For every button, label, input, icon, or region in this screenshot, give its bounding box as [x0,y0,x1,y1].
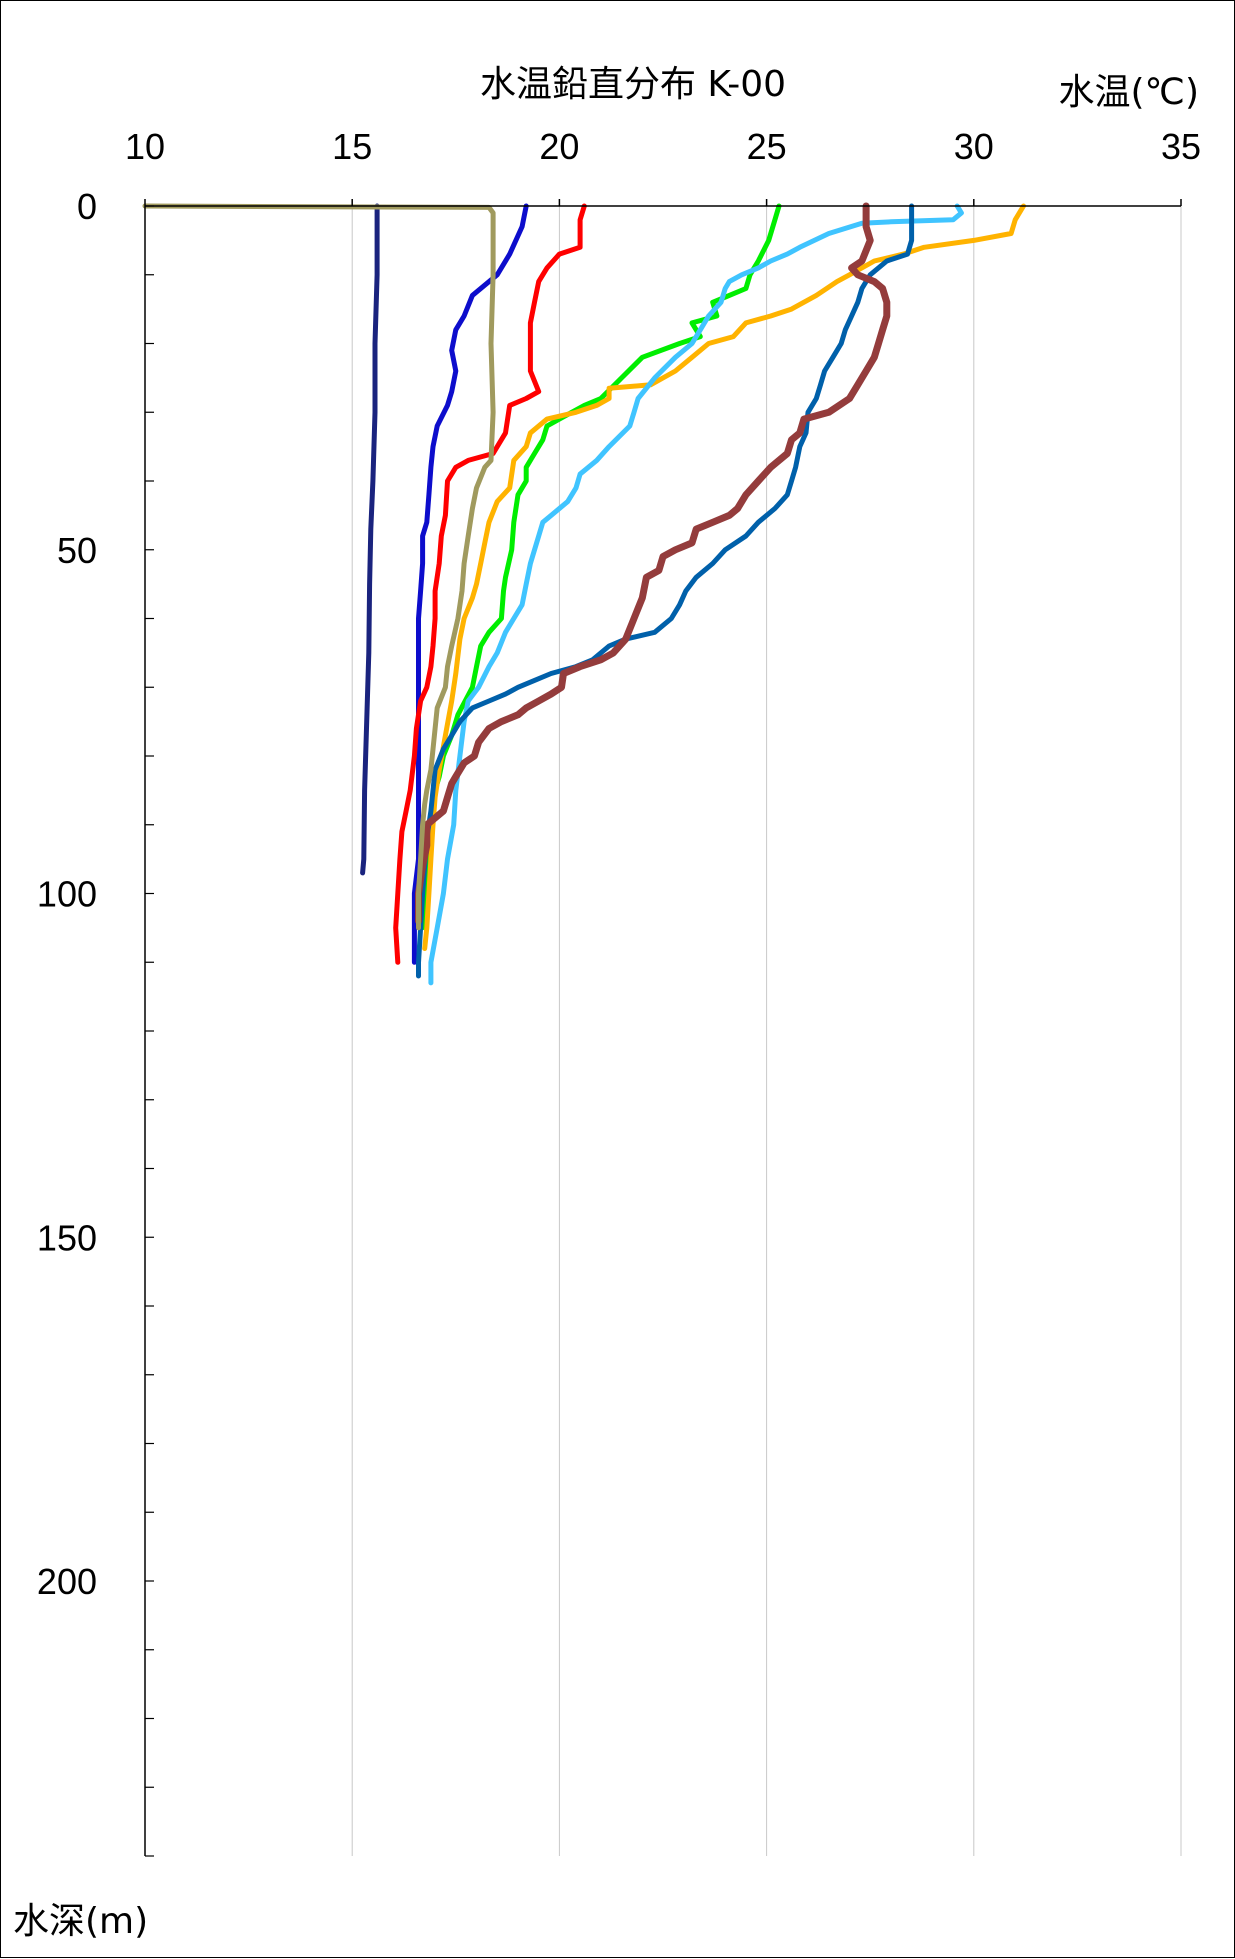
x-tick-label: 30 [954,126,994,167]
x-tick-label: 15 [332,126,372,167]
x-tick-label: 10 [125,126,165,167]
grid-lines [351,206,1182,1856]
series-line-1 [360,203,380,876]
tick-labels: 10 15 20 25 30 35 0 50 100 150 200 [37,126,1201,1602]
y-tick-label: 200 [37,1561,97,1602]
series-lines [142,202,1026,986]
x-tick-label: 25 [747,126,787,167]
x-axis-label: 水温(℃) [1058,72,1199,113]
series-line-5 [422,203,1026,951]
y-tick-label: 100 [37,874,97,915]
x-tick-label: 35 [1161,126,1201,167]
y-tick-label: 0 [77,186,97,227]
series-line-6 [428,203,964,986]
series-line-9 [142,203,496,931]
series-line-3 [393,203,587,965]
chart-title: 水温鉛直分布 K-00 [480,64,786,105]
y-axis-label: 水深(m) [13,1901,148,1942]
axes [144,199,1182,1857]
series-line-8 [415,202,891,925]
x-tick-label: 20 [539,126,579,167]
series-line-2 [411,203,529,965]
y-tick-label: 50 [57,530,97,571]
y-tick-label: 150 [37,1217,97,1258]
series-line-7 [416,203,915,979]
